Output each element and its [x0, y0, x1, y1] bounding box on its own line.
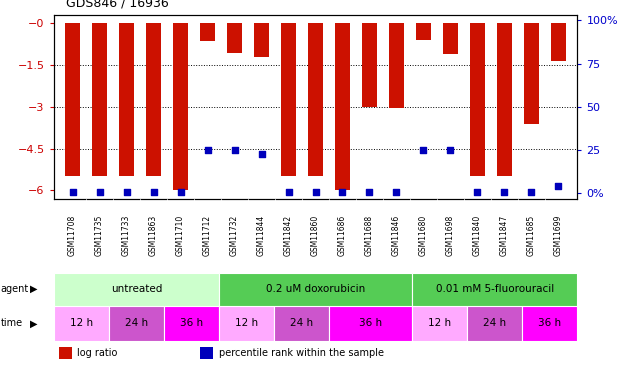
Text: 0.01 mM 5-fluorouracil: 0.01 mM 5-fluorouracil	[435, 284, 554, 294]
Text: GSM11847: GSM11847	[500, 214, 509, 256]
Bar	[146, 23, 161, 177]
Text: GSM11844: GSM11844	[257, 214, 266, 256]
Text: GSM11708: GSM11708	[68, 214, 77, 256]
Bar	[65, 23, 80, 177]
Bar	[467, 306, 522, 341]
Bar	[412, 306, 467, 341]
Point	[68, 189, 78, 195]
Text: 12 h: 12 h	[235, 318, 258, 328]
Point	[338, 189, 348, 195]
Point	[499, 189, 509, 195]
Point	[418, 147, 428, 153]
Text: GSM11710: GSM11710	[176, 214, 185, 256]
Bar	[254, 23, 269, 57]
Text: ▶: ▶	[30, 318, 38, 328]
Text: agent: agent	[1, 284, 29, 294]
Bar	[59, 347, 72, 359]
Text: GSM11863: GSM11863	[149, 214, 158, 256]
Point	[175, 189, 186, 195]
Bar	[412, 273, 577, 306]
Point	[365, 189, 375, 195]
Bar	[119, 23, 134, 177]
Bar	[200, 23, 215, 42]
Point	[445, 147, 456, 153]
Point	[122, 189, 132, 195]
Point	[230, 147, 240, 153]
Point	[391, 189, 401, 195]
Bar	[308, 23, 323, 177]
Bar	[200, 347, 213, 359]
Text: GSM11733: GSM11733	[122, 214, 131, 256]
Text: 12 h: 12 h	[69, 318, 93, 328]
Text: 36 h: 36 h	[180, 318, 203, 328]
Bar	[416, 23, 431, 40]
Text: untreated: untreated	[110, 284, 162, 294]
Text: GSM11680: GSM11680	[419, 214, 428, 256]
Point	[553, 183, 563, 189]
Bar	[164, 306, 219, 341]
Point	[203, 147, 213, 153]
Bar	[470, 23, 485, 177]
Bar	[227, 23, 242, 52]
Text: GSM11842: GSM11842	[284, 215, 293, 256]
Bar	[54, 273, 219, 306]
Text: log ratio: log ratio	[77, 348, 117, 358]
Text: time: time	[1, 318, 23, 328]
Text: ▶: ▶	[30, 284, 38, 294]
Text: GSM11732: GSM11732	[230, 214, 239, 256]
Text: 12 h: 12 h	[428, 318, 451, 328]
Bar	[281, 23, 296, 177]
Text: GSM11860: GSM11860	[311, 214, 320, 256]
Point	[148, 189, 158, 195]
Text: GSM11712: GSM11712	[203, 215, 212, 256]
Text: percentile rank within the sample: percentile rank within the sample	[218, 348, 384, 358]
Point	[256, 150, 266, 156]
Bar	[524, 23, 539, 124]
Bar	[335, 23, 350, 190]
Text: 24 h: 24 h	[290, 318, 313, 328]
Text: GSM11699: GSM11699	[554, 214, 563, 256]
Bar	[389, 23, 404, 108]
Text: GSM11846: GSM11846	[392, 214, 401, 256]
Bar	[274, 306, 329, 341]
Bar	[173, 23, 188, 190]
Text: GSM11735: GSM11735	[95, 214, 104, 256]
Text: 36 h: 36 h	[538, 318, 562, 328]
Bar	[497, 23, 512, 177]
Bar	[219, 273, 412, 306]
Point	[95, 189, 105, 195]
Text: GSM11698: GSM11698	[446, 214, 455, 256]
Text: 24 h: 24 h	[125, 318, 148, 328]
Text: 0.2 uM doxorubicin: 0.2 uM doxorubicin	[266, 284, 365, 294]
Text: GDS846 / 16936: GDS846 / 16936	[66, 0, 169, 9]
Bar	[109, 306, 164, 341]
Text: GSM11686: GSM11686	[338, 214, 347, 256]
Point	[473, 189, 483, 195]
Text: 36 h: 36 h	[359, 318, 382, 328]
Point	[283, 189, 293, 195]
Bar	[54, 306, 109, 341]
Bar	[551, 23, 566, 61]
Bar	[443, 23, 458, 54]
Bar	[522, 306, 577, 341]
Bar	[219, 306, 274, 341]
Text: 24 h: 24 h	[483, 318, 506, 328]
Text: GSM11685: GSM11685	[527, 214, 536, 256]
Bar	[362, 23, 377, 107]
Text: GSM11688: GSM11688	[365, 215, 374, 256]
Point	[526, 189, 536, 195]
Bar	[329, 306, 412, 341]
Text: GSM11840: GSM11840	[473, 214, 482, 256]
Point	[310, 189, 321, 195]
Bar	[92, 23, 107, 177]
